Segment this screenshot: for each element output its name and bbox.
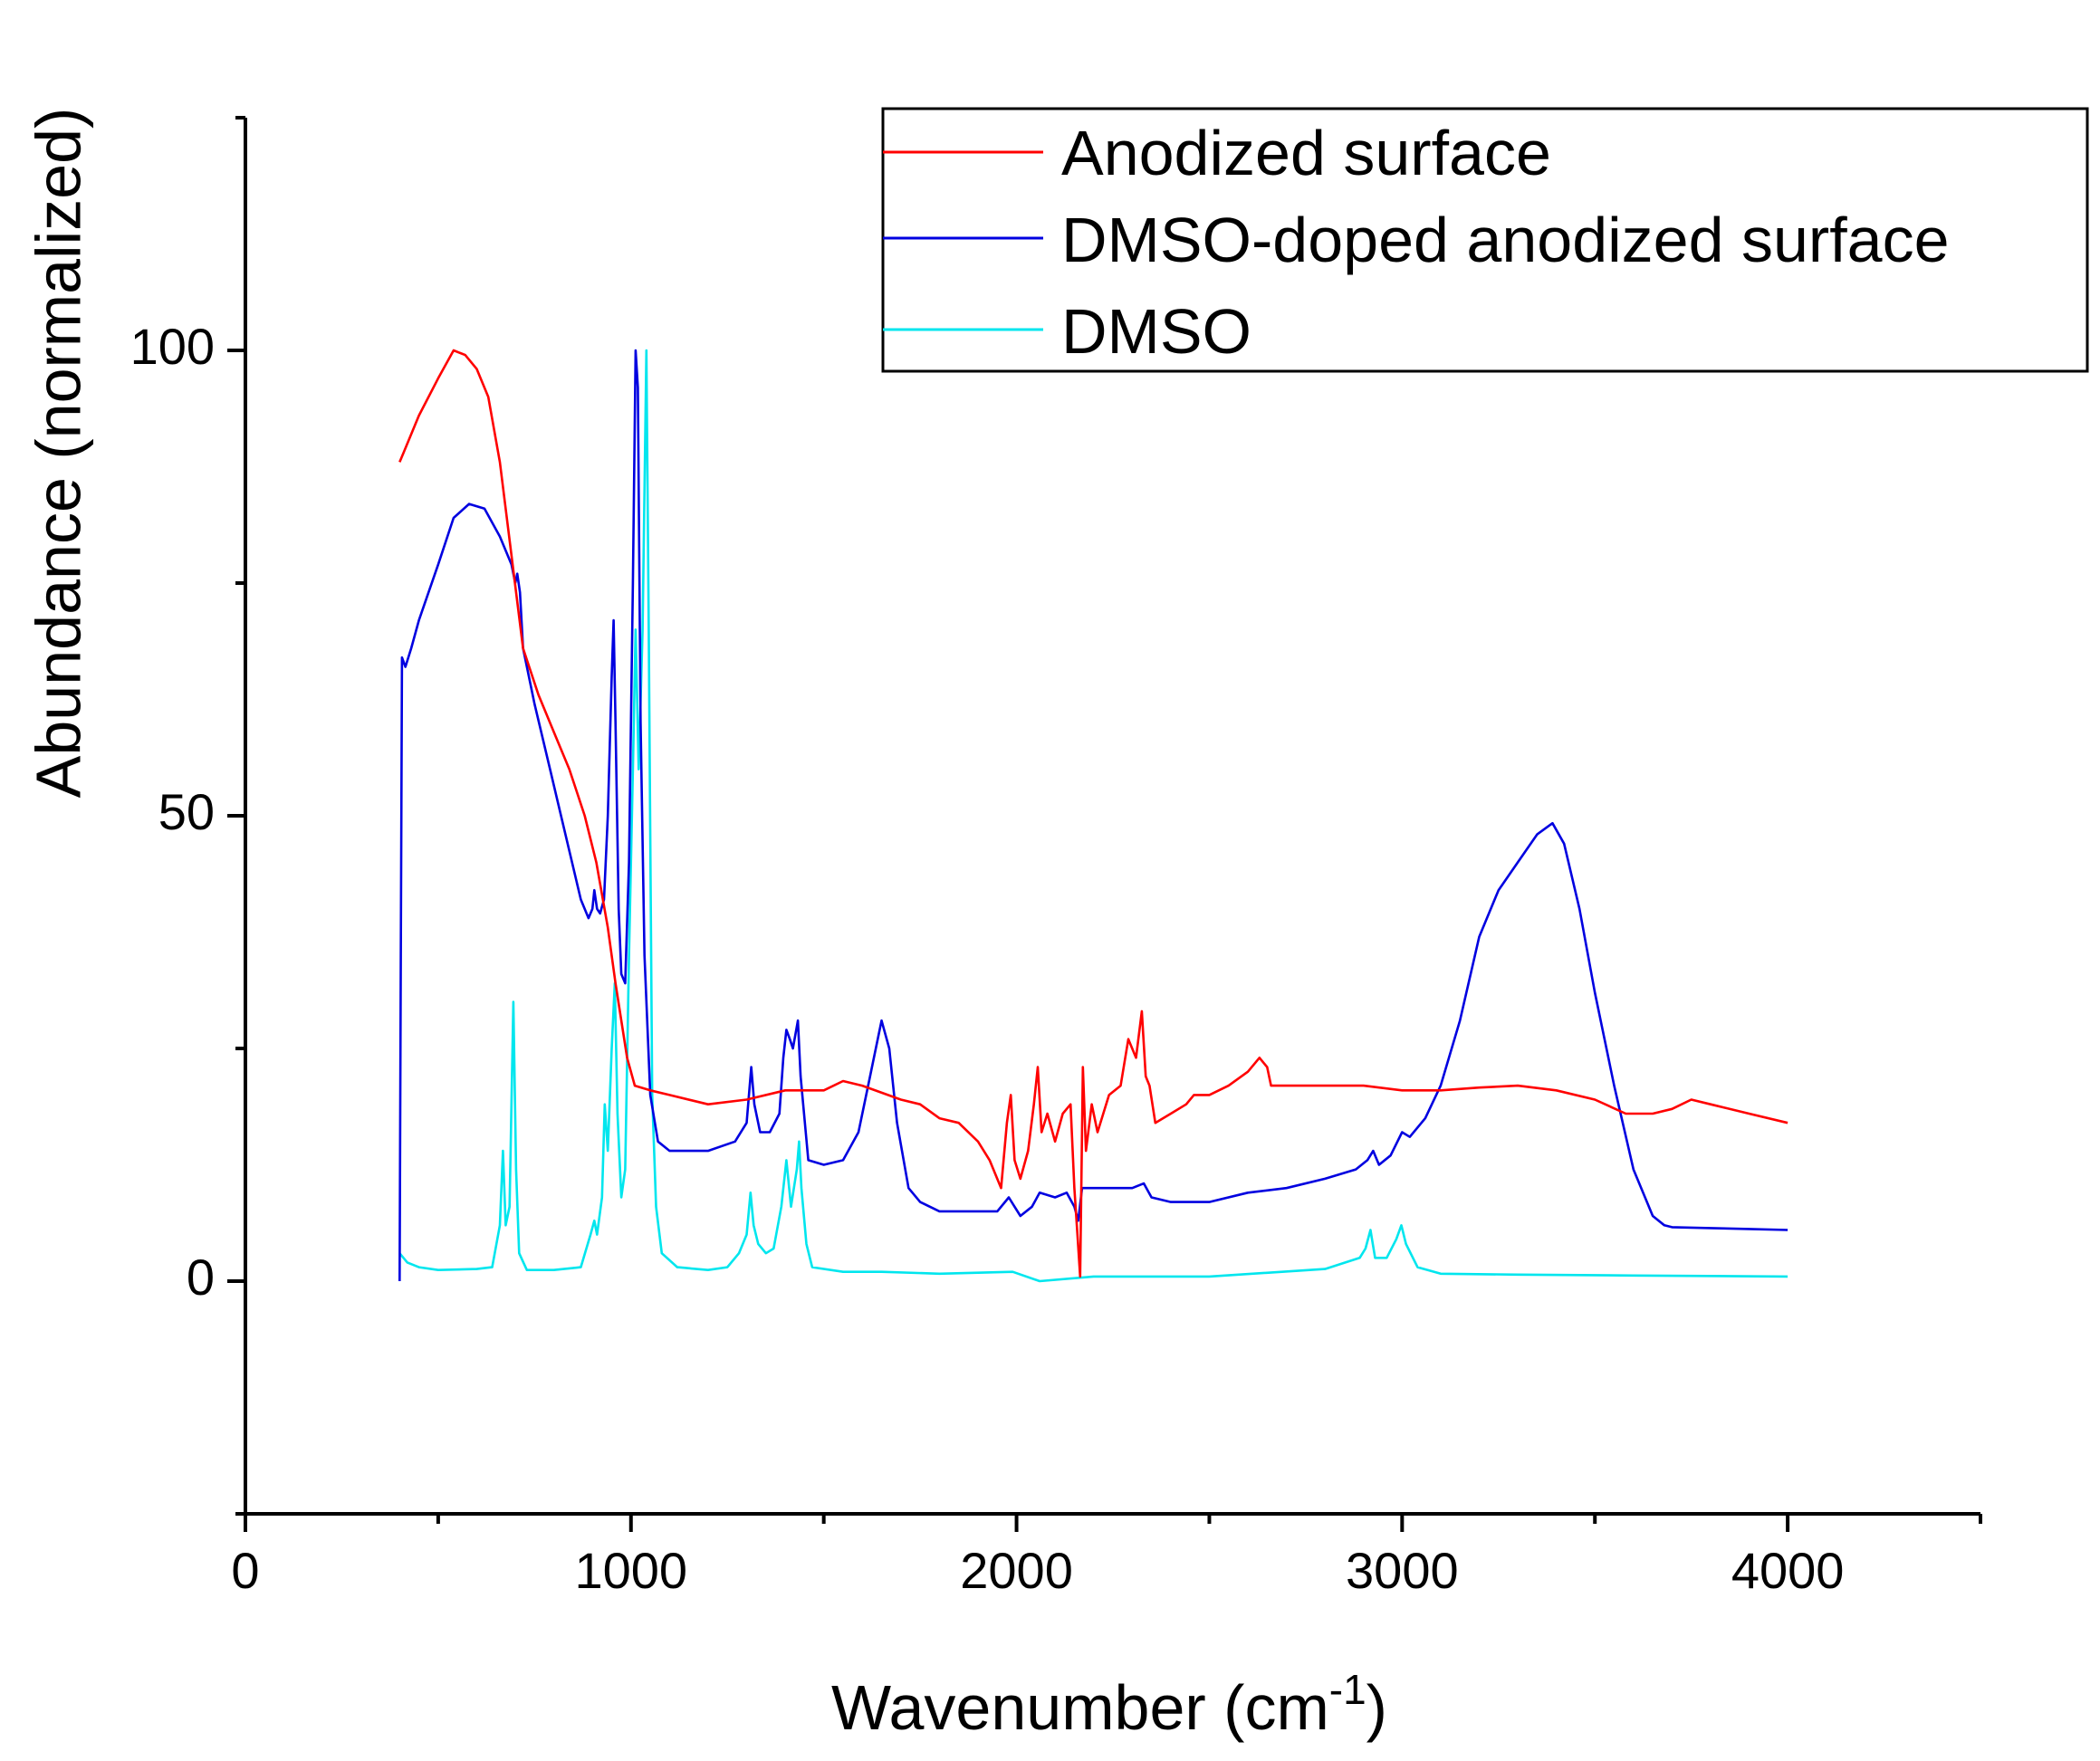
series-anodized-surface: [398, 349, 1788, 1278]
legend-box: [881, 107, 2089, 373]
legend-label-dmso: DMSO: [1061, 296, 1251, 367]
legend-label-dmso-doped: DMSO-doped anodized surface: [1061, 205, 1950, 275]
ticks: 0 1000 2000 3000 4000 0 50 100: [130, 116, 1982, 1599]
x-tick-label: 3000: [1346, 1542, 1459, 1599]
legend-item-dmso-doped: DMSO-doped anodized surface: [883, 205, 1950, 275]
x-axis-title-superscript: -1: [1329, 1666, 1366, 1713]
legend-label-anodized: Anodized surface: [1061, 118, 1551, 188]
x-axis-title: Wavenumber (cm-1): [831, 1666, 1387, 1743]
series-dmso-doped-anodized-surface: [398, 349, 1788, 1282]
series: [398, 349, 1788, 1283]
x-tick-label: 2000: [960, 1542, 1073, 1599]
y-tick-label: 100: [130, 318, 215, 375]
x-axis-title-end: ): [1366, 1672, 1387, 1743]
y-tick-label: 50: [158, 783, 215, 840]
y-tick-label: 0: [187, 1249, 215, 1306]
legend-item-dmso: DMSO: [883, 296, 1251, 367]
x-tick-label: 4000: [1731, 1542, 1845, 1599]
x-tick-label: 0: [231, 1542, 259, 1599]
legend-item-anodized: Anodized surface: [883, 118, 1551, 188]
series-dmso: [398, 349, 1788, 1283]
x-axis-title-main: Wavenumber (cm: [831, 1672, 1329, 1743]
y-axis-title: Abundance (normalized): [23, 108, 93, 799]
x-tick-label: 1000: [574, 1542, 687, 1599]
legend: Anodized surface DMSO-doped anodized sur…: [881, 107, 2089, 373]
